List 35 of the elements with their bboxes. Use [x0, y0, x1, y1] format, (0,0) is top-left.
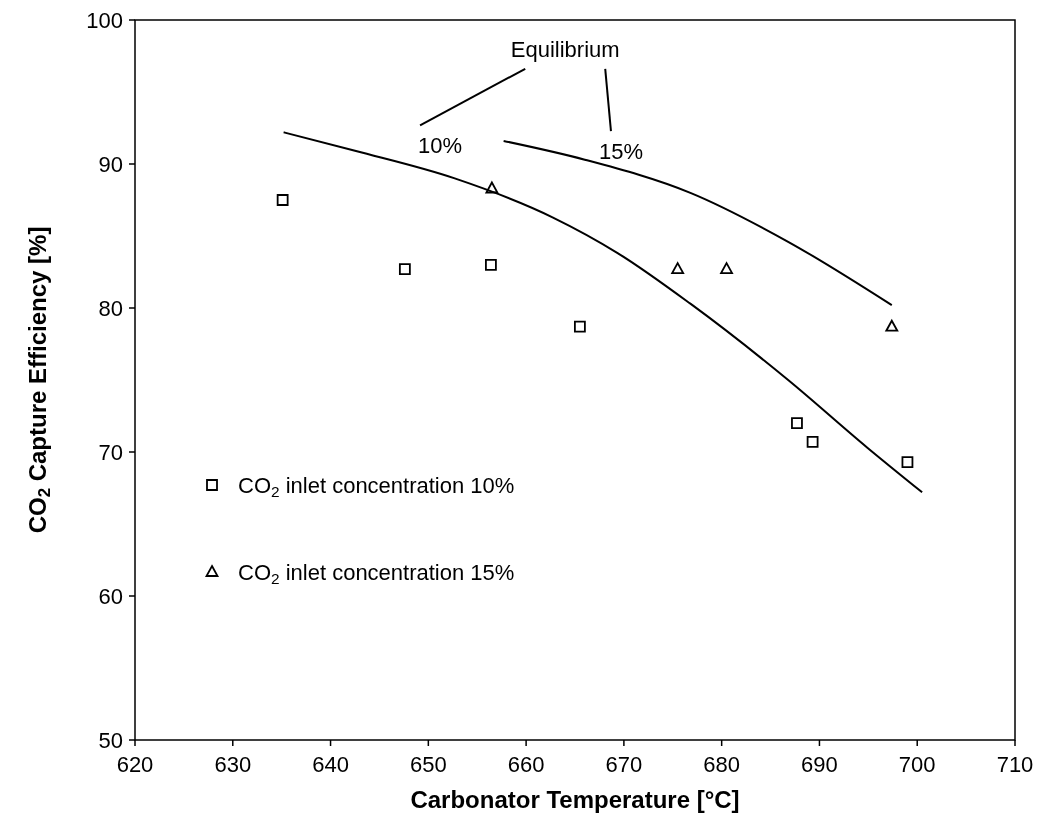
x-tick-label: 700	[898, 752, 936, 777]
x-tick-label: 680	[703, 752, 741, 777]
point	[276, 194, 289, 206]
y-tick-label: 100	[86, 8, 123, 33]
point	[720, 262, 733, 275]
annotation: Equilibrium	[510, 36, 620, 62]
line-series	[282, 131, 924, 494]
y-tick-label: 90	[98, 152, 123, 177]
x-tick-label: 650	[409, 752, 447, 777]
point	[806, 436, 819, 448]
legend-label: CO$_{2}$ inlet concentration 10%	[238, 473, 515, 500]
x-tick-label: 620	[116, 752, 154, 777]
y-tick-label: 70	[98, 440, 123, 465]
point	[901, 456, 914, 468]
line-series	[502, 139, 893, 307]
x-tick-label: 630	[214, 752, 252, 777]
x-axis-title: Carbonator Temperature [°C]	[410, 786, 740, 813]
x-tick-label: 660	[507, 752, 545, 777]
point	[485, 181, 499, 194]
point	[485, 258, 497, 271]
x-tick-label: 690	[801, 752, 838, 777]
y-tick-label: 60	[98, 584, 123, 609]
point	[573, 320, 586, 333]
annotation: 10%	[418, 133, 463, 159]
point	[791, 417, 803, 430]
annotation: 15%	[598, 139, 643, 165]
point	[671, 262, 685, 275]
x-tick-label: 670	[605, 752, 643, 777]
point	[885, 319, 899, 332]
y-tick-label: 80	[98, 296, 123, 321]
x-tick-label: 640	[312, 752, 349, 777]
legend-label: CO$_{2}$ inlet concentration 15%	[238, 560, 515, 587]
point	[398, 263, 411, 276]
y-tick-label: 50	[98, 728, 123, 753]
x-tick-label: 710	[996, 752, 1034, 777]
